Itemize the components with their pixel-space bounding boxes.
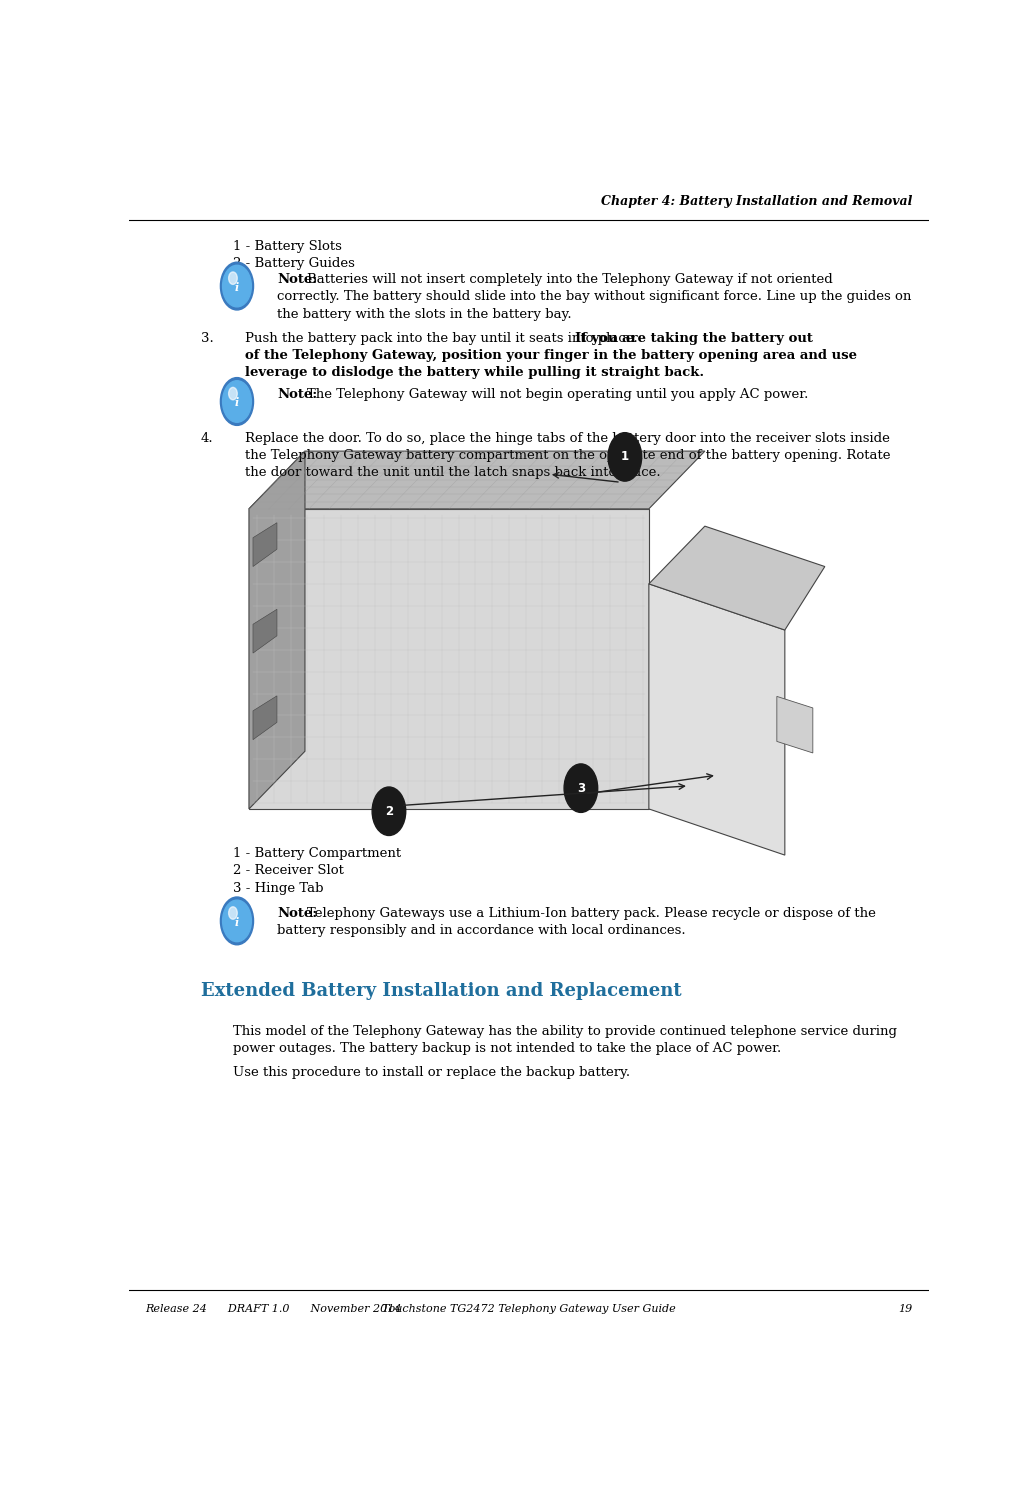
Circle shape [223, 265, 252, 307]
Text: power outages. The battery backup is not intended to take the place of AC power.: power outages. The battery backup is not… [233, 1042, 781, 1055]
Text: DRAFT: DRAFT [409, 630, 649, 690]
Circle shape [223, 381, 252, 423]
Text: i: i [235, 916, 239, 928]
Circle shape [565, 764, 598, 812]
Polygon shape [249, 451, 705, 508]
Text: the Telephony Gateway battery compartment on the opposite end of the battery ope: the Telephony Gateway battery compartmen… [245, 448, 891, 462]
Text: 2: 2 [385, 805, 393, 818]
Text: the door toward the unit until the latch snaps back into place.: the door toward the unit until the latch… [245, 466, 660, 478]
FancyBboxPatch shape [249, 508, 649, 809]
Circle shape [221, 896, 254, 944]
Text: of the Telephony Gateway, position your finger in the battery opening area and u: of the Telephony Gateway, position your … [245, 349, 857, 363]
Polygon shape [249, 451, 305, 809]
Circle shape [223, 899, 252, 941]
Polygon shape [777, 697, 813, 752]
Text: 19: 19 [899, 1304, 913, 1313]
Polygon shape [649, 526, 825, 630]
Text: 3 - Hinge Tab: 3 - Hinge Tab [233, 881, 323, 895]
Text: 3: 3 [577, 781, 585, 794]
Text: Use this procedure to install or replace the backup battery.: Use this procedure to install or replace… [233, 1066, 631, 1079]
Polygon shape [649, 585, 785, 854]
Text: Note:: Note: [277, 907, 317, 920]
Polygon shape [253, 609, 277, 654]
Circle shape [229, 271, 237, 285]
Circle shape [608, 433, 642, 481]
Text: 1: 1 [621, 450, 628, 463]
Text: 1 - Battery Slots: 1 - Battery Slots [233, 240, 342, 253]
Text: 3.: 3. [201, 333, 214, 345]
Text: leverage to dislodge the battery while pulling it straight back.: leverage to dislodge the battery while p… [245, 366, 704, 379]
Text: 2 - Battery Guides: 2 - Battery Guides [233, 258, 355, 270]
Text: Push the battery pack into the bay until it seats into place.: Push the battery pack into the bay until… [245, 333, 642, 345]
Circle shape [229, 907, 237, 919]
Polygon shape [253, 523, 277, 567]
Circle shape [229, 387, 237, 400]
Text: Release 24      DRAFT 1.0      November 2014: Release 24 DRAFT 1.0 November 2014 [144, 1304, 401, 1313]
Text: i: i [235, 282, 239, 292]
Text: 1 - Battery Compartment: 1 - Battery Compartment [233, 847, 401, 860]
Text: the battery with the slots in the battery bay.: the battery with the slots in the batter… [277, 307, 572, 321]
Text: This model of the Telephony Gateway has the ability to provide continued telepho: This model of the Telephony Gateway has … [233, 1025, 897, 1037]
Text: Batteries will not insert completely into the Telephony Gateway if not oriented: Batteries will not insert completely int… [307, 273, 832, 286]
Text: Extended Battery Installation and Replacement: Extended Battery Installation and Replac… [201, 982, 681, 1000]
Text: If you are taking the battery out: If you are taking the battery out [575, 333, 813, 345]
Text: Note:: Note: [277, 388, 317, 400]
Text: Touchstone TG2472 Telephony Gateway User Guide: Touchstone TG2472 Telephony Gateway User… [382, 1304, 676, 1313]
Circle shape [221, 262, 254, 310]
Text: i: i [235, 397, 239, 408]
Text: Note:: Note: [277, 273, 317, 286]
Text: correctly. The battery should slide into the bay without significant force. Line: correctly. The battery should slide into… [277, 291, 911, 303]
Text: 2 - Receiver Slot: 2 - Receiver Slot [233, 865, 344, 877]
Text: battery responsibly and in accordance with local ordinances.: battery responsibly and in accordance wi… [277, 923, 685, 937]
Polygon shape [253, 696, 277, 739]
Circle shape [221, 378, 254, 426]
Text: Telephony Gateways use a Lithium-Ion battery pack. Please recycle or dispose of : Telephony Gateways use a Lithium-Ion bat… [307, 907, 875, 920]
Circle shape [373, 787, 406, 835]
Text: 4.: 4. [201, 432, 214, 445]
Text: Replace the door. To do so, place the hinge tabs of the battery door into the re: Replace the door. To do so, place the hi… [245, 432, 890, 445]
Text: The Telephony Gateway will not begin operating until you apply AC power.: The Telephony Gateway will not begin ope… [307, 388, 808, 400]
Text: Chapter 4: Battery Installation and Removal: Chapter 4: Battery Installation and Remo… [602, 195, 913, 207]
